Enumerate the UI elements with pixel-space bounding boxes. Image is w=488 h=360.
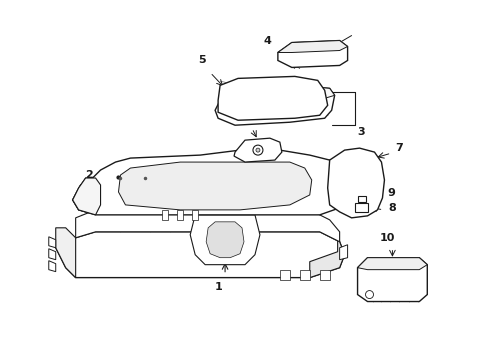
Polygon shape xyxy=(218,76,327,120)
Text: 2: 2 xyxy=(84,170,92,180)
Polygon shape xyxy=(126,206,134,212)
Polygon shape xyxy=(73,150,349,215)
Polygon shape xyxy=(357,258,427,302)
Polygon shape xyxy=(106,206,114,212)
Polygon shape xyxy=(220,85,334,100)
Polygon shape xyxy=(299,270,309,280)
Polygon shape xyxy=(319,270,329,280)
Text: 6: 6 xyxy=(244,115,251,125)
Polygon shape xyxy=(56,228,76,278)
Text: 1: 1 xyxy=(214,282,222,292)
Polygon shape xyxy=(190,215,260,265)
Text: 8: 8 xyxy=(388,203,395,213)
Polygon shape xyxy=(309,240,344,278)
Polygon shape xyxy=(171,206,179,212)
Text: 7: 7 xyxy=(395,143,403,153)
Polygon shape xyxy=(295,206,303,212)
Polygon shape xyxy=(354,203,367,212)
Polygon shape xyxy=(192,210,198,220)
Polygon shape xyxy=(76,210,339,242)
Text: 9: 9 xyxy=(386,188,395,198)
Polygon shape xyxy=(357,196,365,202)
Polygon shape xyxy=(280,206,288,212)
Polygon shape xyxy=(49,237,56,248)
Polygon shape xyxy=(357,258,427,270)
Polygon shape xyxy=(73,178,101,215)
Polygon shape xyxy=(162,210,168,220)
Polygon shape xyxy=(177,210,183,220)
Text: 4: 4 xyxy=(264,36,271,46)
Polygon shape xyxy=(234,138,281,162)
Polygon shape xyxy=(339,245,347,260)
Polygon shape xyxy=(49,261,56,272)
Polygon shape xyxy=(49,249,56,260)
Polygon shape xyxy=(206,222,244,258)
Circle shape xyxy=(255,148,260,152)
Polygon shape xyxy=(277,41,347,67)
Polygon shape xyxy=(118,162,311,210)
Polygon shape xyxy=(215,85,334,125)
Polygon shape xyxy=(151,206,159,212)
Polygon shape xyxy=(327,148,384,218)
Text: 5: 5 xyxy=(198,55,205,66)
Text: 10: 10 xyxy=(379,233,394,243)
Polygon shape xyxy=(277,41,347,53)
Polygon shape xyxy=(56,232,344,278)
Text: 3: 3 xyxy=(357,127,365,137)
Polygon shape xyxy=(279,270,289,280)
